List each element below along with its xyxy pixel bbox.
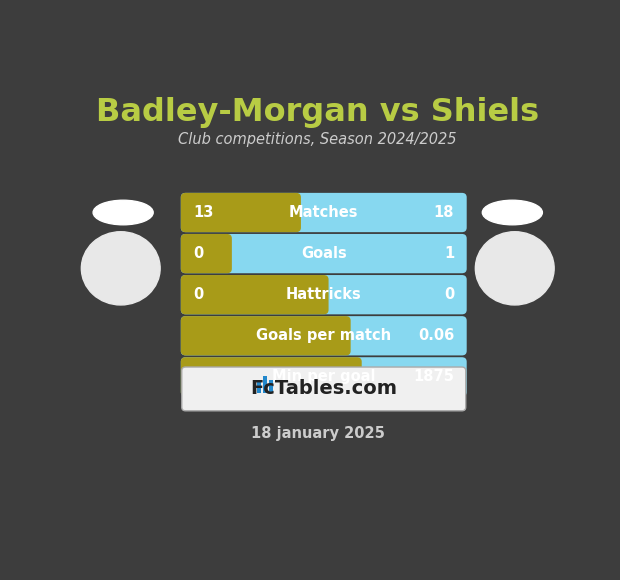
FancyBboxPatch shape (181, 193, 467, 232)
Text: 18: 18 (434, 205, 454, 220)
Text: 0: 0 (444, 287, 454, 302)
FancyBboxPatch shape (181, 316, 351, 356)
FancyBboxPatch shape (181, 234, 232, 273)
Text: 0.06: 0.06 (418, 328, 454, 343)
FancyBboxPatch shape (257, 382, 261, 393)
Ellipse shape (482, 200, 542, 225)
Circle shape (81, 232, 160, 305)
Text: 13: 13 (193, 205, 214, 220)
Text: Club competitions, Season 2024/2025: Club competitions, Season 2024/2025 (179, 132, 457, 147)
FancyBboxPatch shape (181, 357, 467, 397)
Text: Min per goal: Min per goal (272, 369, 376, 385)
FancyBboxPatch shape (181, 357, 361, 397)
FancyBboxPatch shape (182, 367, 466, 411)
Text: Hattricks: Hattricks (286, 287, 361, 302)
Text: 0: 0 (193, 246, 203, 261)
FancyBboxPatch shape (264, 376, 267, 393)
Text: Matches: Matches (289, 205, 358, 220)
Text: 18 january 2025: 18 january 2025 (251, 426, 384, 441)
FancyBboxPatch shape (181, 275, 467, 314)
Text: 0: 0 (193, 287, 203, 302)
Text: 1: 1 (444, 246, 454, 261)
Text: 1875: 1875 (414, 369, 454, 385)
Text: FcTables.com: FcTables.com (250, 379, 397, 398)
Text: Goals: Goals (301, 246, 347, 261)
Circle shape (476, 232, 554, 305)
Ellipse shape (93, 200, 153, 225)
Text: Badley-Morgan vs Shiels: Badley-Morgan vs Shiels (96, 96, 539, 128)
FancyBboxPatch shape (181, 193, 301, 232)
FancyBboxPatch shape (181, 275, 329, 314)
Text: Goals per match: Goals per match (256, 328, 391, 343)
FancyBboxPatch shape (181, 234, 467, 273)
FancyBboxPatch shape (269, 380, 273, 393)
FancyBboxPatch shape (181, 316, 467, 356)
